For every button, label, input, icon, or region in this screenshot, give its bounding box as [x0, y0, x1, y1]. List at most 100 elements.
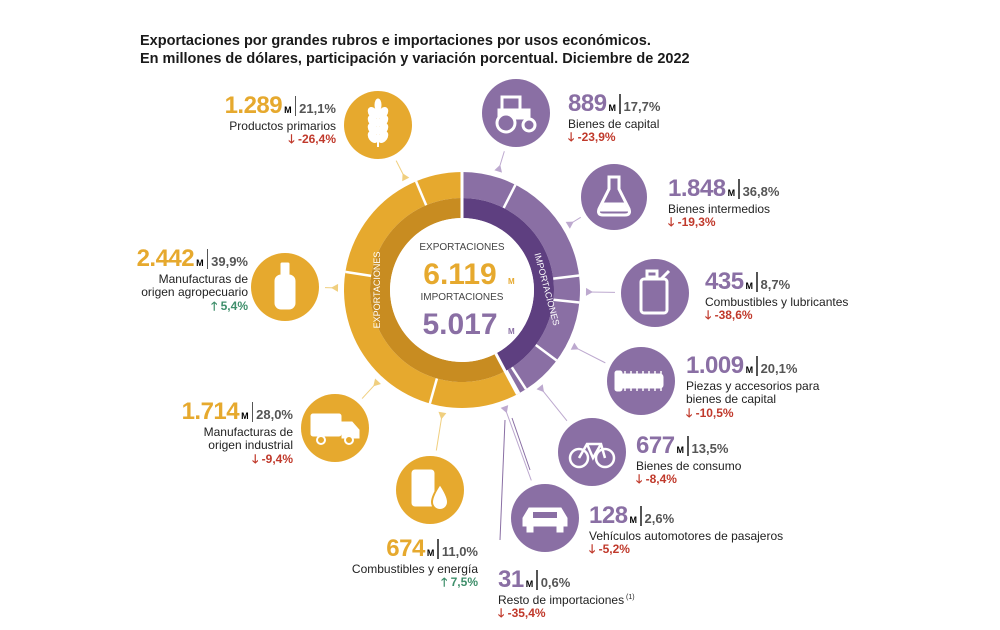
label: Manufacturas de — [158, 271, 248, 286]
export-item-3: 674 M 11,0% Combustibles y energía 🡑 7,5% — [320, 535, 478, 590]
change: 🡓 -8,4% — [636, 472, 677, 487]
resto-connector-1 — [511, 417, 531, 471]
change: 🡓 -10,5% — [686, 406, 734, 421]
bicycle-icon-circle — [558, 418, 626, 486]
share: 17,7% — [623, 99, 661, 114]
label: Vehículos automotores de pasajeros — [589, 528, 784, 543]
label: Combustibles y energía — [351, 561, 478, 576]
exports-connector-0-marker — [402, 173, 410, 182]
import-item-4: 677 M 13,5% Bienes de consumo 🡓 -8,4% — [636, 432, 741, 487]
separator — [756, 272, 758, 292]
unit: M — [284, 105, 292, 115]
exports-connector-1-marker — [331, 283, 339, 292]
exports-divider — [414, 180, 428, 206]
value: 1.848 — [668, 175, 726, 202]
flask-icon-circle — [581, 164, 647, 230]
label: Piezas y accesorios para — [686, 378, 820, 393]
change: 🡓 -19,3% — [668, 215, 716, 230]
import-item-6: 31 M 0,6% Resto de importaciones (1) 🡓 -35… — [498, 566, 635, 621]
unit: M — [745, 365, 754, 375]
tractor-icon — [495, 95, 537, 134]
separator — [294, 96, 297, 116]
unit: M — [241, 411, 249, 421]
center-imports-unit: M — [508, 327, 515, 336]
value: 677 — [636, 432, 675, 459]
imports-connector-3 — [574, 346, 606, 364]
imports-connector-3-marker — [570, 342, 579, 350]
footnote-marker: (1) — [624, 593, 635, 601]
center-exports-label: EXPORTACIONES — [419, 242, 505, 253]
imports-divider — [505, 369, 521, 394]
label-line-2: origen industrial — [208, 438, 293, 453]
value: 889 — [568, 90, 607, 117]
import-item-5: 128 M 2,6% Vehículos automotores de pasaje… — [589, 502, 783, 557]
title-line-1: Exportaciones por grandes rubros e impor… — [140, 33, 651, 49]
unit: M — [629, 515, 638, 525]
title-line-2: En millones de dólares, participación y … — [140, 51, 690, 67]
label: Manufacturas de — [203, 424, 293, 439]
imports-connector-5 — [504, 408, 532, 481]
imports-connector-0-marker — [494, 164, 503, 173]
oil-drop-icon — [411, 469, 450, 511]
separator — [640, 506, 642, 526]
separator — [206, 249, 209, 269]
change: 🡓 -26,4% — [288, 132, 336, 147]
unit: M — [745, 281, 754, 291]
center-imports-label: IMPORTACIONES — [421, 292, 504, 303]
unit: M — [676, 445, 685, 455]
flask-icon — [597, 175, 631, 217]
change: 🡓 -5,2% — [589, 542, 630, 557]
donut-center — [390, 218, 534, 362]
separator — [536, 570, 538, 590]
bicycle-icon — [568, 442, 616, 469]
value: 31 — [498, 566, 524, 593]
change: 🡑 7,5% — [441, 575, 478, 590]
ring-label-exports: EXPORTACIONES — [372, 252, 382, 329]
ring-imports-inner — [462, 198, 554, 372]
share: 8,7% — [760, 277, 791, 292]
value: 128 — [589, 502, 628, 529]
unit: M — [608, 103, 617, 113]
exports-connector-2-marker — [373, 378, 381, 387]
imports-divider — [553, 298, 580, 304]
ring-imports-outer — [462, 172, 580, 395]
share: 28,0% — [256, 407, 293, 422]
value: 1.714 — [181, 398, 240, 425]
bolt-icon — [614, 370, 664, 392]
exports-connector-3-marker — [438, 411, 447, 420]
wheat-icon — [367, 98, 389, 147]
unit: M — [727, 188, 736, 198]
resto-connector-0 — [499, 419, 506, 541]
share: 13,5% — [691, 441, 729, 456]
car-icon — [522, 507, 568, 533]
separator — [437, 539, 439, 559]
share: 11,0% — [441, 544, 478, 559]
import-item-0: 889 M 17,7% Bienes de capital 🡓 -23,9% — [568, 90, 660, 145]
unit: M — [426, 548, 435, 558]
import-item-2: 435 M 8,7% Combustibles y lubricantes 🡓 -3… — [705, 268, 848, 323]
unit: M — [196, 258, 204, 268]
separator — [738, 179, 740, 199]
share: 20,1% — [760, 361, 798, 376]
center-exports-value: 6.119 — [423, 258, 496, 291]
change: 🡓 -38,6% — [705, 308, 753, 323]
imports-divider — [510, 366, 528, 390]
label: Bienes intermedios — [668, 201, 771, 216]
label: Resto de importaciones (1) — [498, 592, 635, 607]
label: Bienes de consumo — [636, 458, 742, 473]
separator — [251, 402, 254, 422]
truck-icon — [310, 413, 360, 445]
change: 🡓 -9,4% — [252, 452, 293, 467]
exports-divider — [345, 270, 372, 278]
imports-divider — [535, 343, 558, 362]
share: 36,8% — [742, 184, 780, 199]
value: 435 — [705, 268, 744, 295]
import-item-1: 1.848 M 36,8% Bienes intermedios 🡓 -19,3% — [668, 175, 779, 230]
imports-connector-1-marker — [565, 221, 574, 229]
jerrycan-icon — [639, 269, 671, 315]
chart-title: Exportaciones por grandes rubros e impor… — [140, 32, 690, 68]
label-line-2: bienes de capital — [686, 392, 777, 407]
bottle-icon — [274, 262, 296, 310]
imports-connector-5-marker — [500, 405, 509, 414]
export-item-1: 2.442 M 39,9% Manufacturas de origen agrop… — [80, 245, 248, 314]
